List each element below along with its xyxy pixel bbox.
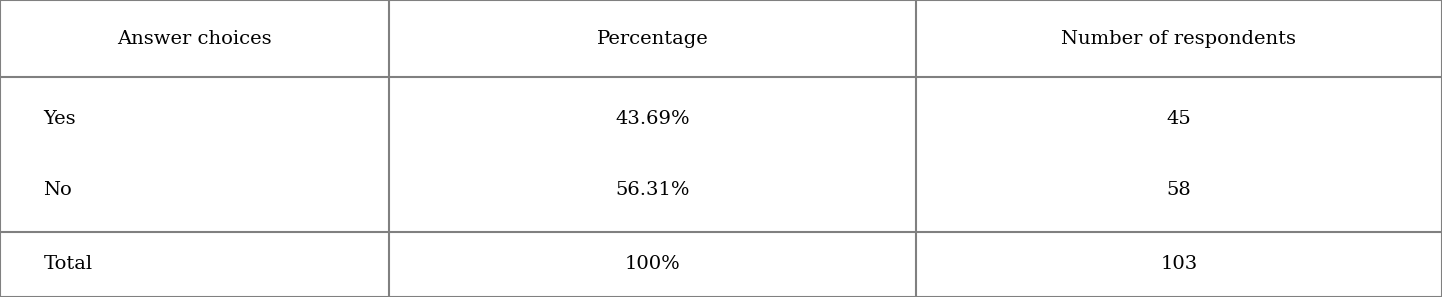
- Text: Number of respondents: Number of respondents: [1061, 30, 1296, 48]
- Text: 103: 103: [1161, 255, 1197, 273]
- Text: 45: 45: [1167, 110, 1191, 128]
- Text: 43.69%: 43.69%: [616, 110, 689, 128]
- Text: Percentage: Percentage: [597, 30, 708, 48]
- Text: Total: Total: [43, 255, 92, 273]
- Text: 100%: 100%: [624, 255, 681, 273]
- Text: Yes: Yes: [43, 110, 76, 128]
- Text: 58: 58: [1167, 181, 1191, 199]
- Text: No: No: [43, 181, 72, 199]
- Text: 56.31%: 56.31%: [616, 181, 689, 199]
- Text: Answer choices: Answer choices: [117, 30, 273, 48]
